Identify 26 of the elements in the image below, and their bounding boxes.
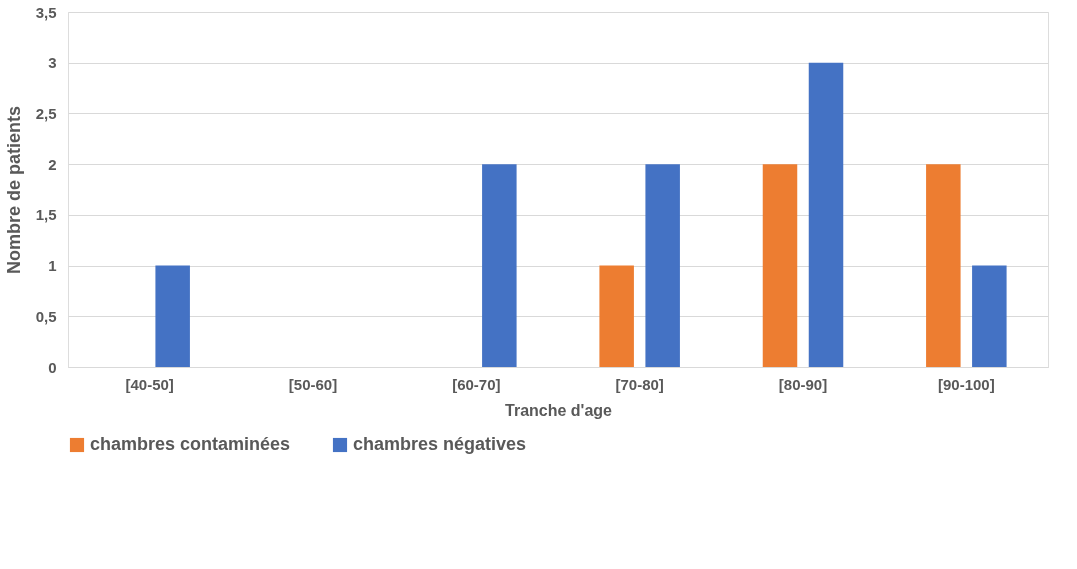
bar <box>972 265 1007 367</box>
bar <box>808 62 844 367</box>
bar <box>762 164 798 367</box>
y-tick-label: 1,5 <box>35 206 57 224</box>
x-tick-label: [50-60] <box>288 375 338 393</box>
x-tick-label: [90-100] <box>937 375 995 393</box>
bar <box>599 265 634 367</box>
x-tick-label: [80-90] <box>778 375 828 393</box>
y-tick-label: 3 <box>48 54 57 72</box>
x-axis-title: Tranche d'age <box>505 401 613 419</box>
x-tick-label: [70-80] <box>615 375 664 393</box>
y-tick-label: 0,5 <box>35 307 57 325</box>
bar <box>482 164 517 367</box>
legend-label: chambres négatives <box>353 434 527 454</box>
y-tick-label: 3,5 <box>35 3 57 21</box>
legend-label: chambres contaminées <box>90 434 291 454</box>
bar <box>155 265 190 367</box>
x-tick-label: [40-50] <box>125 375 174 393</box>
bar <box>926 164 961 367</box>
x-tick-label: [60-70] <box>452 375 501 393</box>
bar <box>645 164 680 367</box>
y-tick-label: 2,5 <box>35 104 57 122</box>
y-axis-title: Nombre de patients <box>3 105 24 275</box>
y-tick-label: 1 <box>48 257 57 275</box>
y-tick-label: 2 <box>48 155 57 173</box>
y-tick-label: 0 <box>48 358 57 376</box>
